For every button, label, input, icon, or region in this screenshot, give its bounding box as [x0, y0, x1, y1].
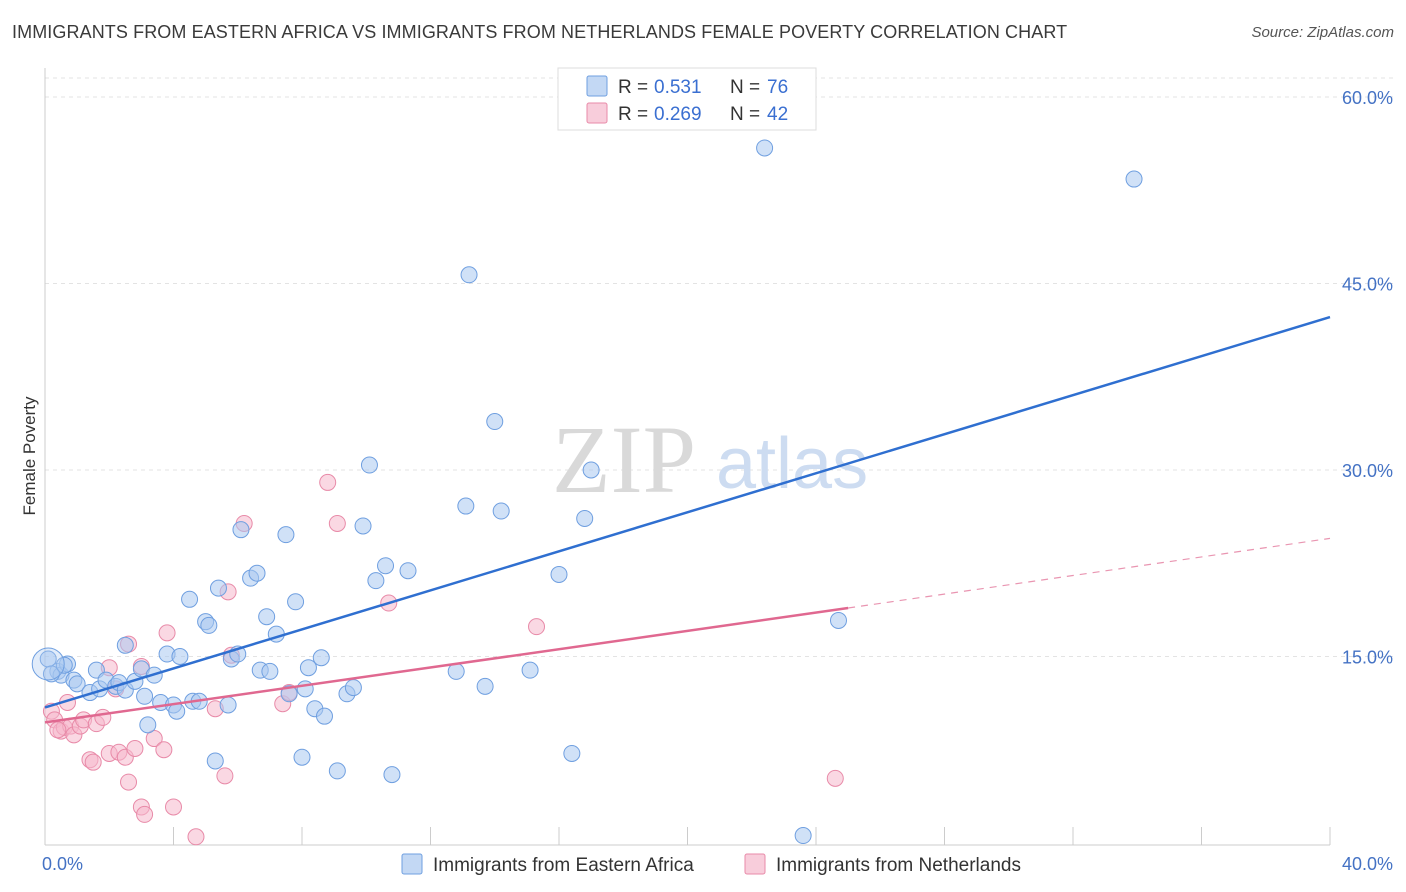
- legend-r-label-pink: R =: [618, 104, 648, 125]
- point-netherlands: [216, 767, 234, 785]
- point-eastern-africa: [492, 502, 510, 520]
- point-eastern-africa: [377, 557, 395, 575]
- point-eastern-africa: [457, 497, 475, 515]
- y-tick-label: 45.0%: [1342, 275, 1393, 295]
- point-eastern-africa: [293, 748, 311, 766]
- point-eastern-africa: [794, 827, 812, 845]
- grid-layer: [45, 77, 1395, 657]
- point-eastern-africa: [344, 679, 362, 697]
- watermark-zip: ZIP: [552, 406, 696, 513]
- chart-title: IMMIGRANTS FROM EASTERN AFRICA VS IMMIGR…: [12, 22, 1068, 42]
- point-eastern-africa: [200, 616, 218, 634]
- point-eastern-africa: [219, 696, 237, 714]
- legend-swatch-pink: [586, 102, 608, 124]
- point-eastern-africa: [328, 762, 346, 780]
- point-eastern-africa: [486, 413, 504, 431]
- point-eastern-africa: [360, 456, 378, 474]
- point-eastern-africa: [116, 636, 134, 654]
- point-cluster-eastern-africa: [31, 647, 65, 681]
- point-eastern-africa: [399, 562, 417, 580]
- legend-n-value-pink: 42: [767, 104, 788, 125]
- point-netherlands: [158, 624, 176, 642]
- legend-r-value-blue: 0.531: [654, 77, 702, 98]
- bottom-legend: Immigrants from Eastern Africa Immigrant…: [401, 853, 1021, 876]
- trend-line-eastern-africa: [44, 315, 1331, 709]
- bottom-legend-swatch-eastern-africa: [401, 853, 423, 875]
- point-netherlands: [155, 741, 173, 759]
- point-netherlands: [136, 805, 154, 823]
- point-eastern-africa: [258, 608, 276, 626]
- point-eastern-africa: [277, 526, 295, 544]
- point-eastern-africa: [315, 707, 333, 725]
- bottom-legend-label-eastern-africa: Immigrants from Eastern Africa: [433, 855, 694, 876]
- point-netherlands: [49, 721, 67, 739]
- point-eastern-africa: [136, 687, 154, 705]
- point-eastern-africa: [280, 685, 298, 703]
- point-eastern-africa: [582, 461, 600, 479]
- point-eastern-africa: [171, 648, 189, 665]
- point-eastern-africa: [354, 517, 372, 535]
- legend-swatch-blue: [586, 75, 608, 97]
- point-eastern-africa: [181, 590, 199, 608]
- trend-layer: [44, 315, 1331, 724]
- point-netherlands: [319, 473, 337, 491]
- point-eastern-africa: [563, 744, 581, 762]
- point-eastern-africa: [367, 572, 385, 590]
- point-eastern-africa: [206, 752, 224, 770]
- point-eastern-africa: [550, 565, 568, 583]
- top-legend: R = 0.531 N = 76 R = 0.269 N = 42: [557, 67, 817, 131]
- point-netherlands: [145, 730, 163, 748]
- point-netherlands: [126, 740, 144, 758]
- point-eastern-africa: [299, 659, 317, 677]
- point-netherlands: [528, 618, 546, 636]
- point-eastern-africa: [287, 593, 305, 611]
- point-eastern-africa: [829, 611, 847, 629]
- point-netherlands: [187, 828, 205, 846]
- point-netherlands: [94, 708, 112, 726]
- legend-n-label-pink: N =: [730, 104, 760, 125]
- points-eastern-africa: [31, 139, 1143, 845]
- point-eastern-africa: [476, 677, 494, 695]
- point-netherlands: [120, 773, 138, 791]
- y-axis-title: Female Poverty: [20, 396, 39, 516]
- legend-n-value-blue: 76: [767, 77, 788, 98]
- bottom-legend-swatch-netherlands: [744, 853, 766, 875]
- point-eastern-africa: [383, 766, 401, 784]
- watermark: ZIP atlas: [552, 406, 868, 513]
- point-eastern-africa: [1125, 170, 1143, 188]
- point-netherlands: [328, 514, 346, 532]
- point-eastern-africa: [68, 675, 86, 693]
- point-netherlands: [84, 753, 102, 771]
- x-tick-label-min: 0.0%: [42, 854, 83, 874]
- y-tick-label: 30.0%: [1342, 461, 1393, 481]
- trend-line-netherlands: [44, 606, 849, 724]
- bottom-legend-label-netherlands: Immigrants from Netherlands: [776, 855, 1021, 876]
- point-eastern-africa: [261, 662, 279, 680]
- legend-r-label-blue: R =: [618, 77, 648, 98]
- y-tick-label: 15.0%: [1342, 648, 1393, 668]
- legend-r-value-pink: 0.269: [654, 104, 702, 125]
- point-eastern-africa: [576, 509, 594, 527]
- chart-source[interactable]: Source: ZipAtlas.com: [1251, 24, 1394, 41]
- point-eastern-africa: [139, 716, 157, 734]
- point-netherlands: [826, 769, 844, 787]
- point-eastern-africa: [312, 649, 330, 667]
- point-eastern-africa: [232, 521, 250, 539]
- y-tick-label: 60.0%: [1342, 88, 1393, 108]
- point-eastern-africa: [460, 266, 478, 284]
- point-eastern-africa: [521, 661, 539, 679]
- point-eastern-africa: [756, 139, 774, 157]
- point-eastern-africa: [248, 564, 266, 582]
- point-netherlands: [165, 798, 182, 816]
- tick-layer: 15.0% 30.0% 45.0% 60.0% 0.0% 40.0%: [42, 88, 1393, 874]
- x-tick-label-max: 40.0%: [1342, 854, 1393, 874]
- point-eastern-africa: [296, 680, 314, 698]
- point-eastern-africa: [209, 579, 227, 597]
- trend-line-netherlands: [848, 537, 1331, 609]
- legend-n-label-blue: N =: [730, 77, 760, 98]
